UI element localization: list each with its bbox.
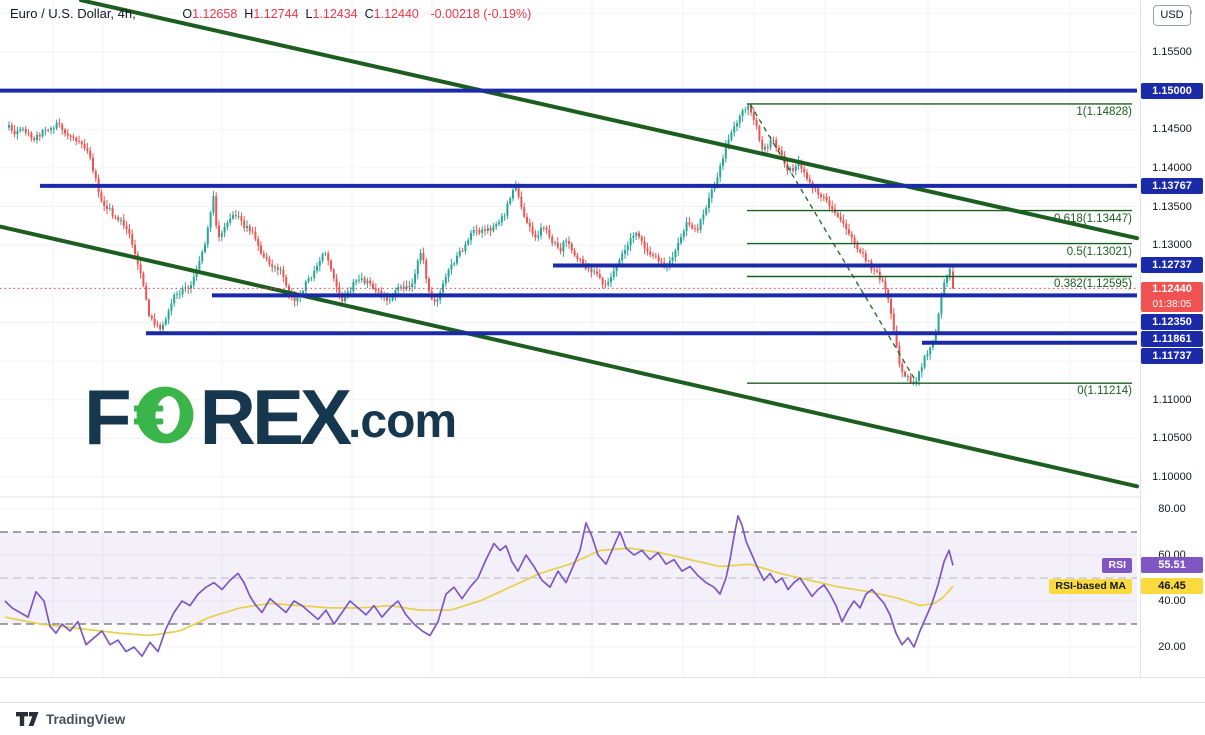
tradingview-brand-text[interactable]: TradingView bbox=[46, 711, 126, 727]
tradingview-logo-icon[interactable] bbox=[16, 712, 39, 726]
watermark-dot-com: .com bbox=[348, 395, 457, 448]
ohlc-value: 1.12434 bbox=[312, 7, 358, 21]
time-axis[interactable] bbox=[0, 677, 1205, 703]
ohlc-value: 1.12658 bbox=[192, 7, 238, 21]
ohlc-key: O bbox=[182, 7, 193, 21]
price-axis[interactable] bbox=[1140, 0, 1205, 702]
rsi-indicator[interactable] bbox=[4, 515, 954, 658]
footer-bar: TradingView bbox=[0, 702, 1205, 735]
ohlc-key: H bbox=[244, 7, 254, 21]
watermark-letters-rex: REX bbox=[199, 373, 352, 461]
forex-com-watermark: F REX .com bbox=[84, 373, 457, 461]
ohlc-readout: O1.12658 H1.12744 L1.12434 C1.12440 bbox=[175, 7, 419, 21]
ohlc-value: 1.12744 bbox=[253, 7, 299, 21]
ohlc-value: 1.12440 bbox=[373, 7, 419, 21]
trendlines[interactable] bbox=[0, 0, 1139, 489]
symbol-header: Euro / U.S. Dollar, 4h, O1.12658 H1.12744… bbox=[10, 6, 531, 21]
rsi-ma-line bbox=[4, 547, 954, 637]
ohlc-key: C bbox=[364, 7, 374, 21]
currency-toggle-usd[interactable]: USD bbox=[1153, 5, 1191, 26]
change-readout: -0.00218 (-0.19%) bbox=[430, 7, 532, 21]
watermark-letter-f: F bbox=[84, 373, 132, 461]
symbol-title[interactable]: Euro / U.S. Dollar, 4h, bbox=[10, 6, 136, 21]
ohlc-key: L bbox=[305, 7, 313, 21]
rsi-line bbox=[4, 515, 954, 658]
forex-o-euro-icon bbox=[128, 384, 196, 451]
horizontal-levels[interactable] bbox=[0, 88, 1137, 345]
fibonacci-retracement[interactable] bbox=[747, 103, 1132, 384]
